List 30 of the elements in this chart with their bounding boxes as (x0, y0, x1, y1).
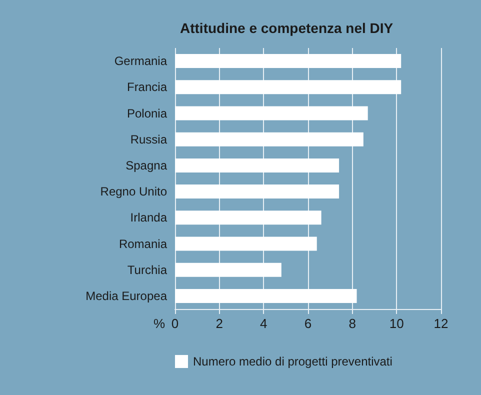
y-tick-label: Irlanda (130, 210, 168, 225)
y-tick-label: Germania (114, 54, 168, 68)
x-tick-label: 10 (389, 316, 404, 331)
bar (175, 106, 368, 120)
x-tick-label: 12 (434, 316, 448, 331)
y-tick-label: Russia (130, 132, 168, 146)
bar (175, 54, 402, 68)
x-tick-label: 2 (216, 316, 223, 331)
y-tick-label: Turchia (127, 262, 168, 277)
x-tick-label: 4 (260, 316, 268, 331)
bar (175, 236, 317, 251)
y-tick-label: Regno Unito (100, 184, 168, 199)
bar (175, 210, 322, 225)
y-tick-label: Francia (126, 80, 168, 94)
chart-title: Attitudine e competenza nel DIY (180, 20, 394, 36)
y-tick-label: Polonia (126, 106, 168, 120)
x-tick-label: 6 (304, 316, 312, 331)
bar (175, 184, 340, 199)
x-tick-label: 0 (171, 316, 179, 331)
x-axis-title: % (153, 316, 166, 331)
x-tick-label: 8 (348, 316, 356, 331)
bar (175, 288, 357, 303)
bar (175, 132, 364, 146)
legend-label: Numero medio di progetti preventivati (193, 354, 392, 368)
bar (175, 80, 402, 94)
y-tick-label: Media Europea (86, 288, 168, 303)
y-tick-label: Romania (118, 236, 168, 251)
bar (175, 262, 282, 277)
y-tick-label: Spagna (126, 158, 168, 172)
bar (175, 158, 340, 172)
